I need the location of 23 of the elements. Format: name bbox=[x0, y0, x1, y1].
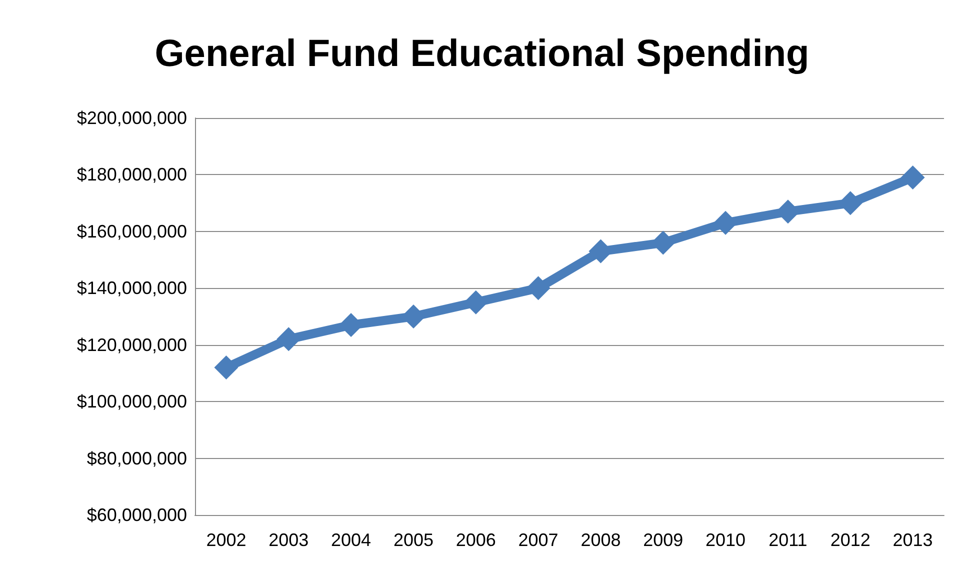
x-tick-label: 2007 bbox=[518, 530, 558, 550]
x-tick-label: 2008 bbox=[580, 530, 621, 550]
y-tick-label: $140,000,000 bbox=[76, 278, 187, 298]
y-tick-label: $80,000,000 bbox=[86, 448, 187, 468]
x-tick-label: 2005 bbox=[393, 530, 434, 550]
chart-title: General Fund Educational Spending bbox=[154, 33, 810, 75]
point bbox=[900, 166, 925, 190]
x-tick-label: 2003 bbox=[268, 530, 309, 550]
x-tick-label: 2004 bbox=[331, 530, 372, 550]
y-tick-label: $100,000,000 bbox=[76, 392, 187, 412]
y-tick-label: $160,000,000 bbox=[76, 221, 187, 242]
y-tick-label: $60,000,000 bbox=[86, 505, 187, 525]
y-tick-label: $180,000,000 bbox=[76, 164, 187, 185]
x-tick-label: 2011 bbox=[768, 530, 808, 550]
x-tick-label: 2013 bbox=[892, 530, 933, 550]
x-tick-label: 2012 bbox=[830, 530, 870, 550]
y-tick-label: $120,000,000 bbox=[76, 334, 187, 355]
y-tick-label: $200,000,000 bbox=[76, 108, 187, 128]
x-tick-label: 2006 bbox=[456, 530, 496, 550]
x-tick-label: 2002 bbox=[206, 530, 246, 550]
x-tick-label: 2009 bbox=[643, 530, 684, 550]
x-tick-label: 2010 bbox=[706, 530, 746, 550]
point bbox=[214, 356, 238, 380]
